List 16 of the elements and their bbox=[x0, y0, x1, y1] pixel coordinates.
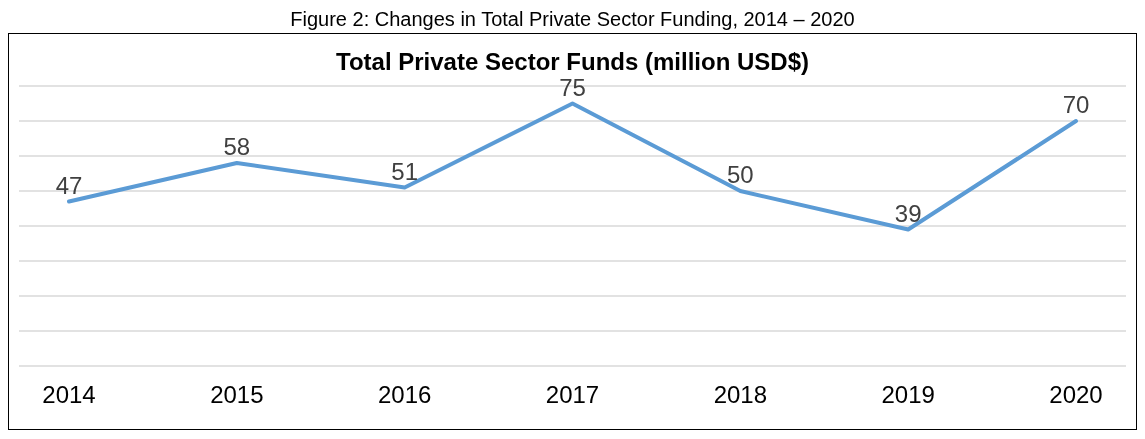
chart-subtitle: Total Private Sector Funds (million USD$) bbox=[335, 48, 810, 76]
data-label: 58 bbox=[223, 133, 251, 160]
data-label: 50 bbox=[726, 161, 754, 188]
data-label: 75 bbox=[559, 73, 586, 101]
x-tick-label: 2014 bbox=[42, 381, 96, 409]
x-tick-label: 2020 bbox=[1049, 381, 1103, 409]
chart-title: Figure 2: Changes in Total Private Sector Funding, 2014 – 2020 bbox=[289, 8, 856, 31]
x-tick-label: 2018 bbox=[713, 381, 768, 409]
data-label: 70 bbox=[1062, 91, 1090, 118]
data-label: 51 bbox=[391, 157, 419, 185]
x-tick-label: 2015 bbox=[210, 381, 264, 409]
x-tick-label: 2019 bbox=[881, 381, 935, 409]
data-label: 39 bbox=[894, 199, 922, 227]
x-tick-label: 2017 bbox=[545, 381, 600, 409]
x-tick-label: 2016 bbox=[377, 381, 432, 409]
data-label: 47 bbox=[55, 171, 83, 199]
